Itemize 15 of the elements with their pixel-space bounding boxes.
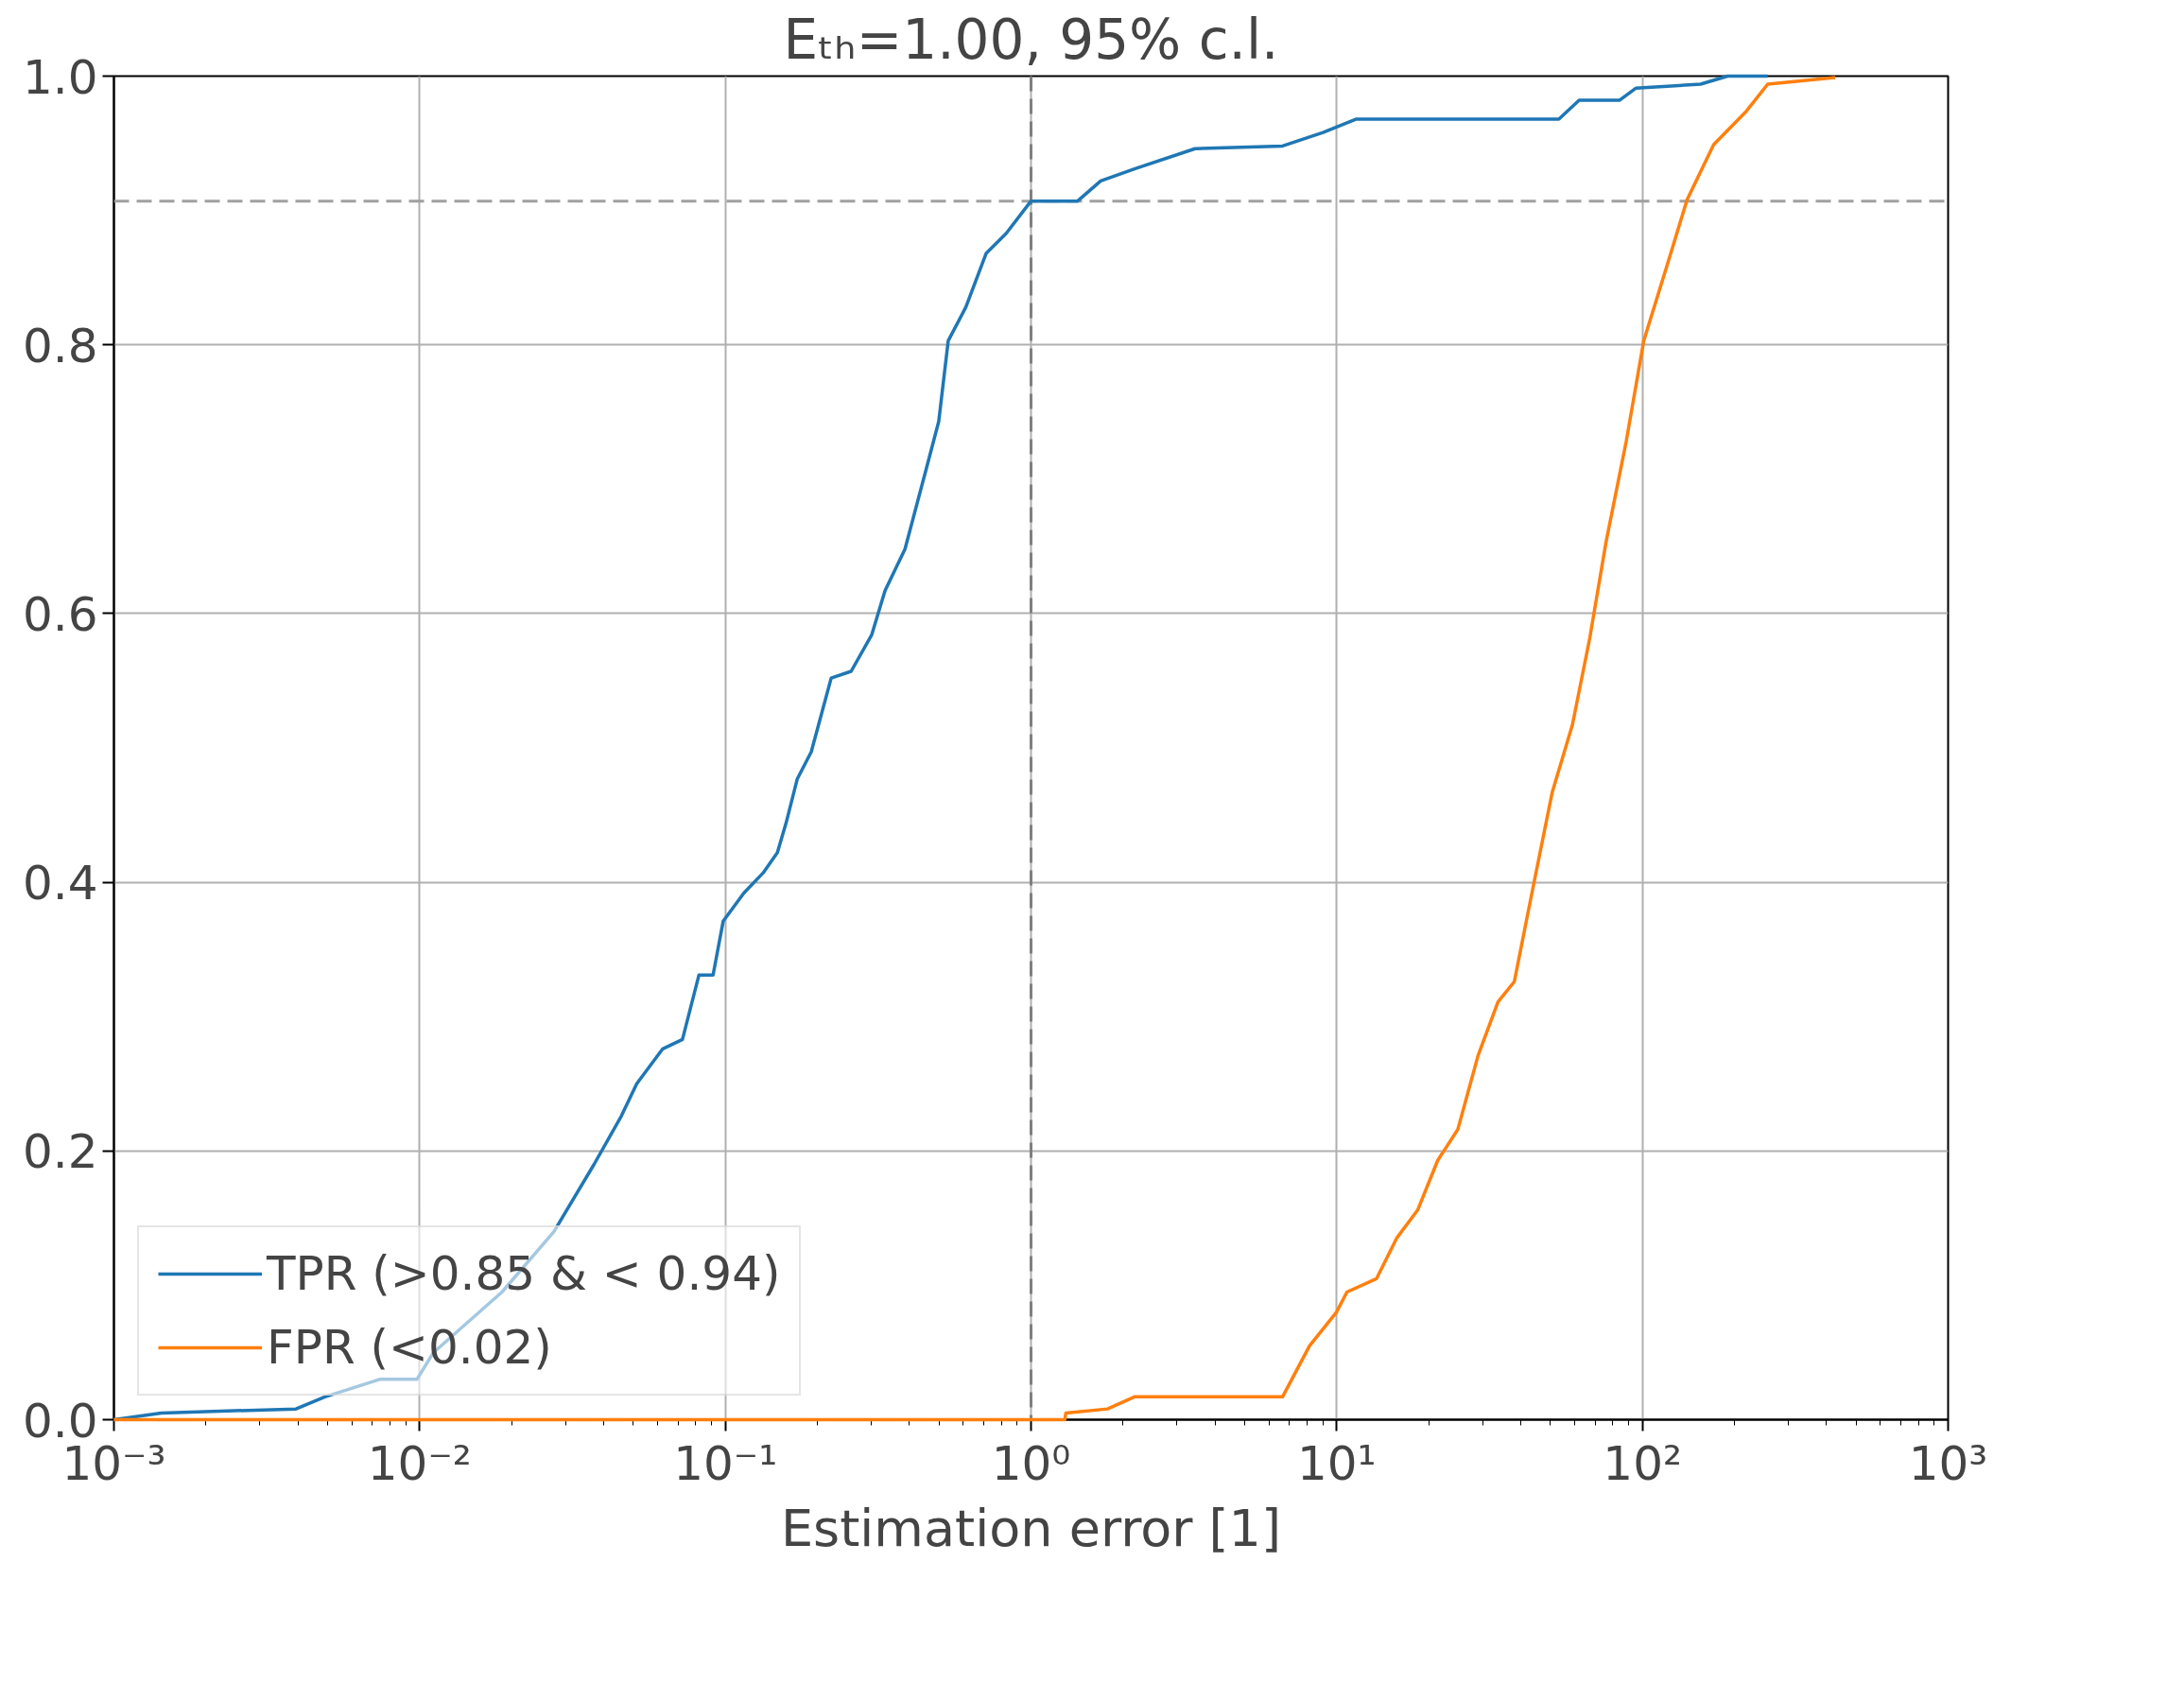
x-tick-label: 10⁰ xyxy=(991,1435,1071,1491)
x-tick-label: 10¹ xyxy=(1297,1435,1377,1491)
x-tick-label: 10⁻² xyxy=(367,1435,472,1491)
y-tick-label: 0.8 xyxy=(22,318,98,373)
y-tick-label: 0.6 xyxy=(22,586,98,642)
x-tick-label: 10⁻¹ xyxy=(673,1435,778,1491)
y-tick-label: 1.0 xyxy=(22,49,98,105)
legend-label: FPR (<0.02) xyxy=(267,1320,552,1375)
legend-label: TPR (>0.85 & < 0.94) xyxy=(267,1246,781,1301)
x-axis-title: Estimation error [1] xyxy=(780,1498,1282,1558)
y-tick-label: 0.4 xyxy=(22,856,98,911)
y-tick-label: 0.2 xyxy=(22,1124,98,1180)
chart-title: Eₜₕ=1.00, 95% c.l. xyxy=(783,7,1279,72)
x-tick-label: 10³ xyxy=(1908,1435,1988,1491)
x-tick-label: 10² xyxy=(1603,1435,1683,1491)
